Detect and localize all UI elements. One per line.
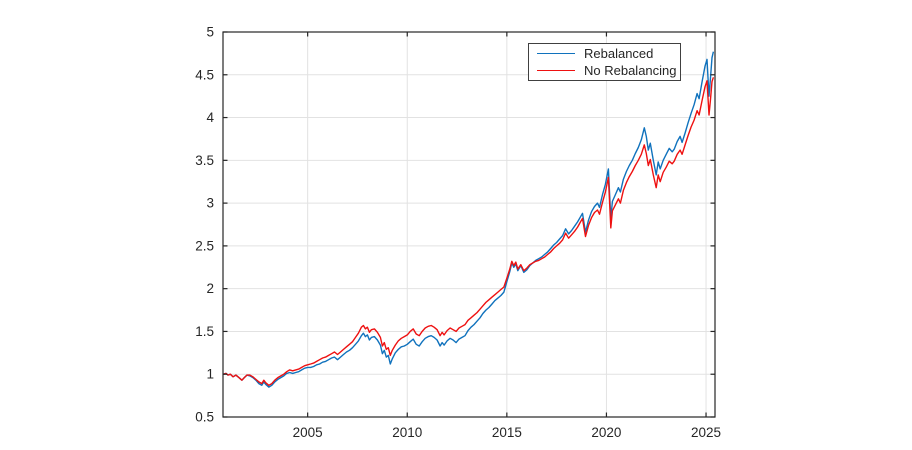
series-line-no-rebalancing: [223, 77, 715, 386]
y-tick-label: 3: [206, 196, 214, 211]
y-tick-label: 1: [206, 367, 214, 382]
x-tick-label: 2015: [492, 425, 522, 440]
y-tick-label: 4.5: [195, 67, 214, 82]
y-tick-label: 5: [206, 25, 214, 40]
series-line-rebalanced: [223, 51, 715, 388]
x-tick-label: 2005: [293, 425, 323, 440]
legend-label-no-rebalancing: No Rebalancing: [584, 63, 677, 78]
x-tick-label: 2020: [591, 425, 621, 440]
legend: Rebalanced No Rebalancing: [528, 43, 681, 81]
legend-item-rebalanced: Rebalanced: [533, 45, 676, 62]
y-tick-label: 2: [206, 281, 214, 296]
y-tick-label: 1.5: [195, 324, 214, 339]
y-tick-label: 3.5: [195, 153, 214, 168]
axes-frame: [222, 31, 716, 418]
legend-label-rebalanced: Rebalanced: [584, 46, 654, 61]
y-tick-label: 2.5: [195, 238, 214, 253]
y-tick-label: 4: [206, 110, 214, 125]
legend-line-no-rebalancing-icon: [537, 70, 575, 71]
x-tick-label: 2010: [392, 425, 422, 440]
legend-item-no-rebalancing: No Rebalancing: [533, 62, 677, 79]
legend-line-rebalanced-icon: [537, 53, 575, 54]
y-tick-label: 0.5: [195, 410, 214, 425]
x-tick-label: 2025: [691, 425, 721, 440]
